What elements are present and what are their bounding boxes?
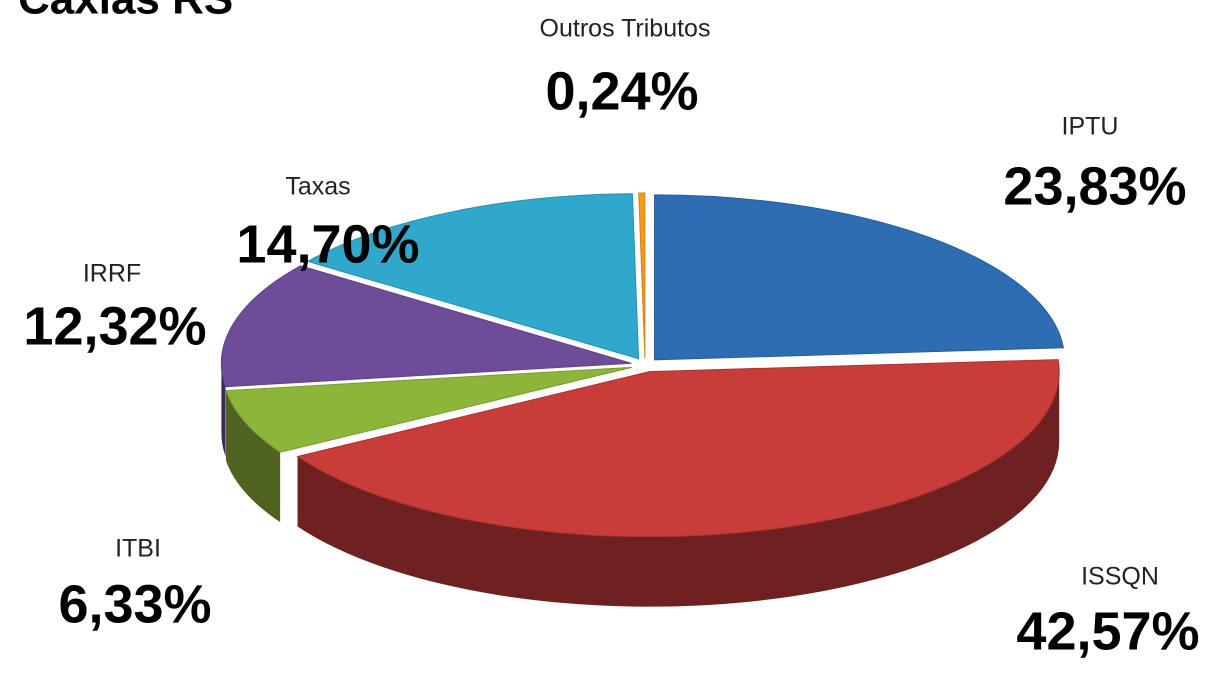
slice-name: IRRF	[83, 260, 141, 288]
slice-side	[297, 371, 1060, 607]
slice-name: Outros Tributos	[540, 15, 711, 43]
slice	[306, 193, 640, 360]
slice-value-label: 12,32%	[23, 296, 206, 356]
slice	[654, 194, 1065, 361]
slice-name: IPTU	[1062, 113, 1119, 141]
slice	[220, 265, 632, 388]
slice	[638, 192, 646, 359]
slice-value-label: 0,24%	[545, 61, 698, 121]
labels: IPTU 23,83% ISSQN 42,57% ITBI 6,33% IRRF 12,32%…	[23, 15, 1199, 662]
slice-value-label: 23,83%	[1003, 156, 1186, 216]
slice-tops	[220, 192, 1065, 538]
slice-value-label: 6,33%	[58, 574, 211, 634]
slice	[296, 359, 1060, 538]
chart-title: Caxias RS	[18, 0, 233, 24]
slice-name: ITBI	[115, 535, 161, 563]
slice	[225, 366, 632, 453]
slice-value-label: 42,57%	[1016, 601, 1199, 661]
slice-name: ISSQN	[1081, 563, 1159, 591]
slice-value-label: 14,70%	[236, 214, 419, 274]
slice-side	[221, 363, 226, 457]
slice-sides	[221, 363, 1060, 607]
slice-name: Taxas	[285, 173, 350, 201]
slice-side	[225, 390, 281, 523]
